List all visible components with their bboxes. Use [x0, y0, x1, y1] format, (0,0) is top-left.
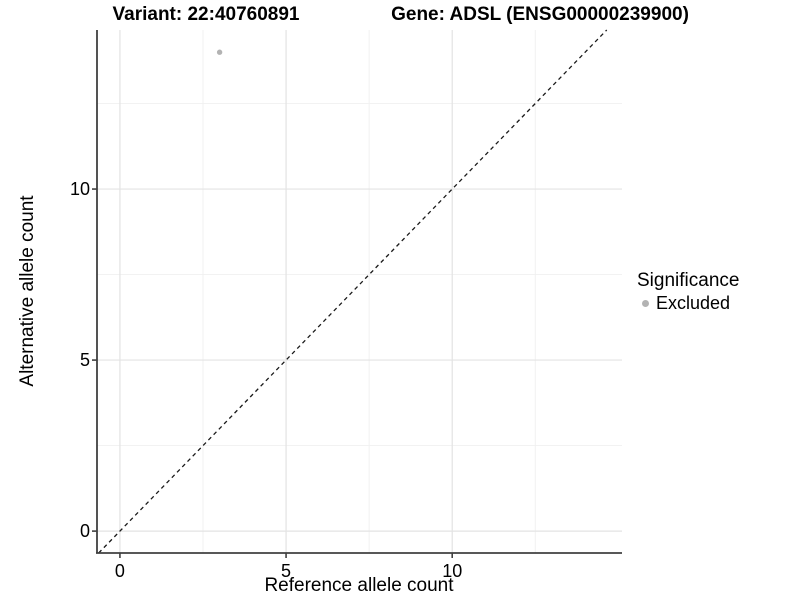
plot-title-variant: Variant: 22:40760891 [112, 4, 300, 25]
x-axis-label: Reference allele count [264, 575, 454, 596]
y-tick-label: 5 [80, 350, 90, 370]
plot-title-gene: Gene: ADSL (ENSG00000239900) [391, 4, 689, 25]
data-point [216, 49, 223, 55]
x-tick-label: 0 [115, 561, 125, 581]
legend-key [637, 296, 653, 312]
x-tick-label: 5 [281, 561, 291, 581]
x-tick-label: 10 [442, 561, 462, 581]
y-tick-label: 10 [70, 179, 90, 199]
y-tick-label: 0 [80, 521, 90, 541]
legend-title: Significance [637, 270, 740, 291]
excluded-point-icon [641, 300, 649, 307]
legend-item-excluded: Excluded [637, 293, 739, 314]
legend: Significance Excluded [637, 270, 739, 314]
identity-reference-line [98, 29, 608, 554]
y-axis-label: Alternative allele count [17, 195, 38, 387]
legend-item-label: Excluded [656, 293, 731, 313]
